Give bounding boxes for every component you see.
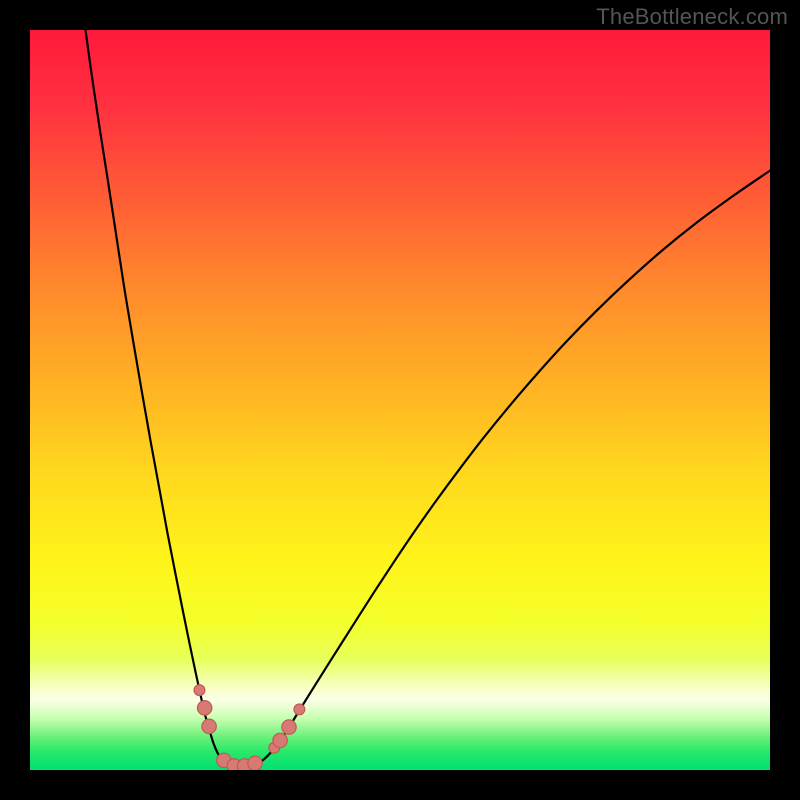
data-marker bbox=[194, 685, 205, 696]
data-marker bbox=[294, 704, 305, 715]
plot-background-gradient bbox=[30, 30, 770, 770]
data-marker bbox=[282, 720, 296, 734]
data-marker bbox=[202, 719, 216, 733]
bottleneck-chart bbox=[0, 0, 800, 800]
watermark-text: TheBottleneck.com bbox=[596, 4, 788, 30]
data-marker bbox=[273, 733, 287, 747]
data-marker bbox=[197, 701, 211, 715]
data-marker bbox=[248, 756, 262, 770]
